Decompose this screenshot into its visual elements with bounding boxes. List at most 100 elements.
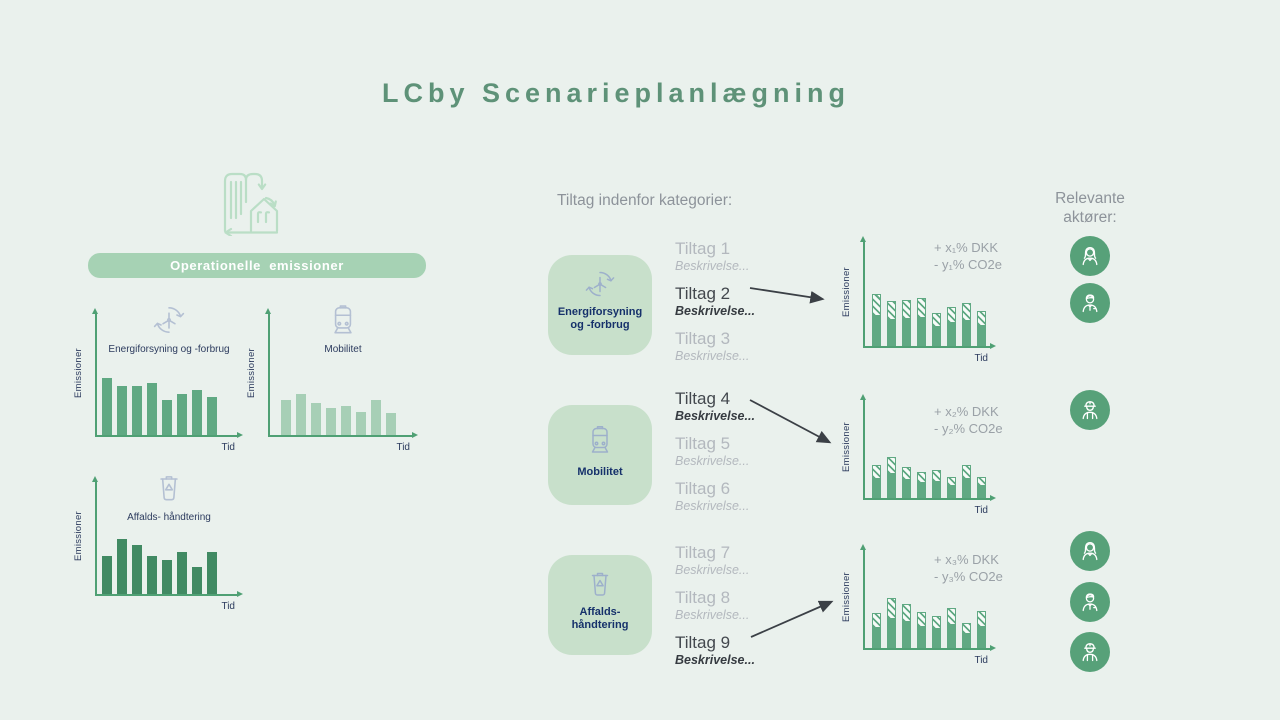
category-label: Affalds- håndtering xyxy=(572,606,629,632)
bar-solid-segment xyxy=(962,479,971,498)
bar-solid-segment xyxy=(947,323,956,346)
bar-hatched-segment xyxy=(932,313,941,327)
page-title: LCby Scenarieplanlægning xyxy=(381,78,851,108)
category-box-energy: Energiforsyning og -forbrug xyxy=(548,255,652,355)
train-icon xyxy=(325,302,361,338)
bar xyxy=(281,400,291,435)
tiltag-name: Tiltag 4 xyxy=(675,389,731,408)
bar-solid-segment xyxy=(977,486,986,498)
bar-hatched-segment xyxy=(947,477,956,486)
bar-hatched-segment xyxy=(887,301,896,320)
x-axis-label: Tid xyxy=(396,442,410,453)
bar-hatched-segment xyxy=(977,477,986,486)
chart-baseline-waste: Affalds- håndtering Emissioner Tid xyxy=(73,476,243,612)
bar-hatched-segment xyxy=(947,608,956,625)
bar xyxy=(947,608,956,648)
bar-series xyxy=(872,294,986,346)
tiltag-item: Tiltag 9 Beskrivelse... xyxy=(675,632,805,668)
businessman-avatar xyxy=(1070,582,1110,622)
y-axis-arrow xyxy=(860,544,867,550)
bar-hatched-segment xyxy=(872,294,881,316)
bar-solid-segment xyxy=(962,634,971,648)
bar-hatched-segment xyxy=(932,470,941,482)
bar-solid-segment xyxy=(902,480,911,498)
bar xyxy=(162,560,172,594)
bar xyxy=(917,612,926,648)
chart-title: Energiforsyning og -forbrug xyxy=(108,344,230,355)
bar-solid-segment xyxy=(887,320,896,346)
construction-worker-avatar xyxy=(1070,632,1110,672)
y-axis-label: Emissioner xyxy=(841,267,852,317)
bar-solid-segment xyxy=(917,627,926,648)
bar xyxy=(902,604,911,648)
x-axis-arrow xyxy=(412,432,418,439)
bar xyxy=(341,406,351,435)
tiltag-section-heading: Tiltag indenfor kategorier: xyxy=(557,192,733,209)
tiltag-group-mobility: Tiltag 4 Beskrivelse... Tiltag 5 Beskriv… xyxy=(675,388,805,523)
cost-delta: + x₃% DKK xyxy=(934,552,999,567)
bar xyxy=(902,467,911,498)
bar-solid-segment xyxy=(902,622,911,648)
x-axis xyxy=(863,343,996,350)
tiltag-description: Beskrivelse... xyxy=(675,499,750,513)
bar xyxy=(977,611,986,648)
bar xyxy=(117,539,127,594)
chart-baseline-mobility: Mobilitet Emissioner Tid xyxy=(246,305,418,453)
tiltag-description: Beskrivelse... xyxy=(675,304,755,318)
bar-hatched-segment xyxy=(902,467,911,480)
bar-hatched-segment xyxy=(962,303,971,321)
co2-delta: - y₁% CO2e xyxy=(934,257,1002,272)
bar-solid-segment xyxy=(872,479,881,498)
x-axis-label: Tid xyxy=(974,505,988,516)
tiltag-name: Tiltag 6 xyxy=(675,479,731,498)
bar-solid-segment xyxy=(902,319,911,346)
bar xyxy=(932,313,941,346)
trash-recycle-icon xyxy=(583,567,617,601)
businesswoman-avatar xyxy=(1070,236,1110,276)
tiltag-group-energy: Tiltag 1 Beskrivelse... Tiltag 2 Beskriv… xyxy=(675,238,805,373)
bar-solid-segment xyxy=(887,474,896,498)
chart-scenario-mobility: Emissioner + x₂% DKK - y₂% CO2e Tid xyxy=(841,394,1003,516)
bar-series xyxy=(872,457,986,498)
actors-heading-line1: Relevante xyxy=(1055,190,1125,207)
businessman-avatar xyxy=(1070,283,1110,323)
tiltag-item: Tiltag 3 Beskrivelse... xyxy=(675,328,805,364)
bar-series xyxy=(872,598,986,648)
y-axis xyxy=(860,236,867,348)
category-label-line2: håndtering xyxy=(571,619,629,631)
construction-worker-avatar xyxy=(1070,390,1110,430)
bar xyxy=(947,477,956,498)
y-axis-arrow xyxy=(860,236,867,242)
x-axis-arrow xyxy=(990,495,996,502)
chart-scenario-energy: Emissioner + x₁% DKK - y₁% CO2e Tid xyxy=(841,236,1002,364)
tiltag-name: Tiltag 5 xyxy=(675,434,731,453)
tiltag-description: Beskrivelse... xyxy=(675,349,750,363)
y-axis-arrow xyxy=(92,476,99,482)
x-axis xyxy=(863,645,996,652)
bar-series xyxy=(102,378,217,435)
bar-hatched-segment xyxy=(962,623,971,634)
bar xyxy=(977,477,986,498)
category-label: Energiforsyning og -forbrug xyxy=(558,306,642,332)
bar-solid-segment xyxy=(917,483,926,498)
bar xyxy=(102,378,112,435)
actors-heading-line2: aktører: xyxy=(1063,209,1117,226)
wind-turbine-cycle-icon xyxy=(151,302,187,338)
bar-hatched-segment xyxy=(977,311,986,326)
tiltag-description: Beskrivelse... xyxy=(675,563,750,577)
tiltag-description: Beskrivelse... xyxy=(675,409,755,423)
x-axis-label: Tid xyxy=(974,655,988,666)
tiltag-name: Tiltag 1 xyxy=(675,239,731,258)
trash-recycle-icon xyxy=(151,470,187,506)
bar xyxy=(932,470,941,498)
category-label-line1: Affalds- xyxy=(579,606,621,618)
bar-hatched-segment xyxy=(932,616,941,629)
bar xyxy=(902,300,911,346)
bar xyxy=(192,567,202,594)
tiltag-item: Tiltag 7 Beskrivelse... xyxy=(675,542,805,578)
bar xyxy=(177,394,187,435)
bar-solid-segment xyxy=(977,627,986,648)
bar-solid-segment xyxy=(917,318,926,346)
bar xyxy=(296,394,306,435)
x-axis-label: Tid xyxy=(974,353,988,364)
